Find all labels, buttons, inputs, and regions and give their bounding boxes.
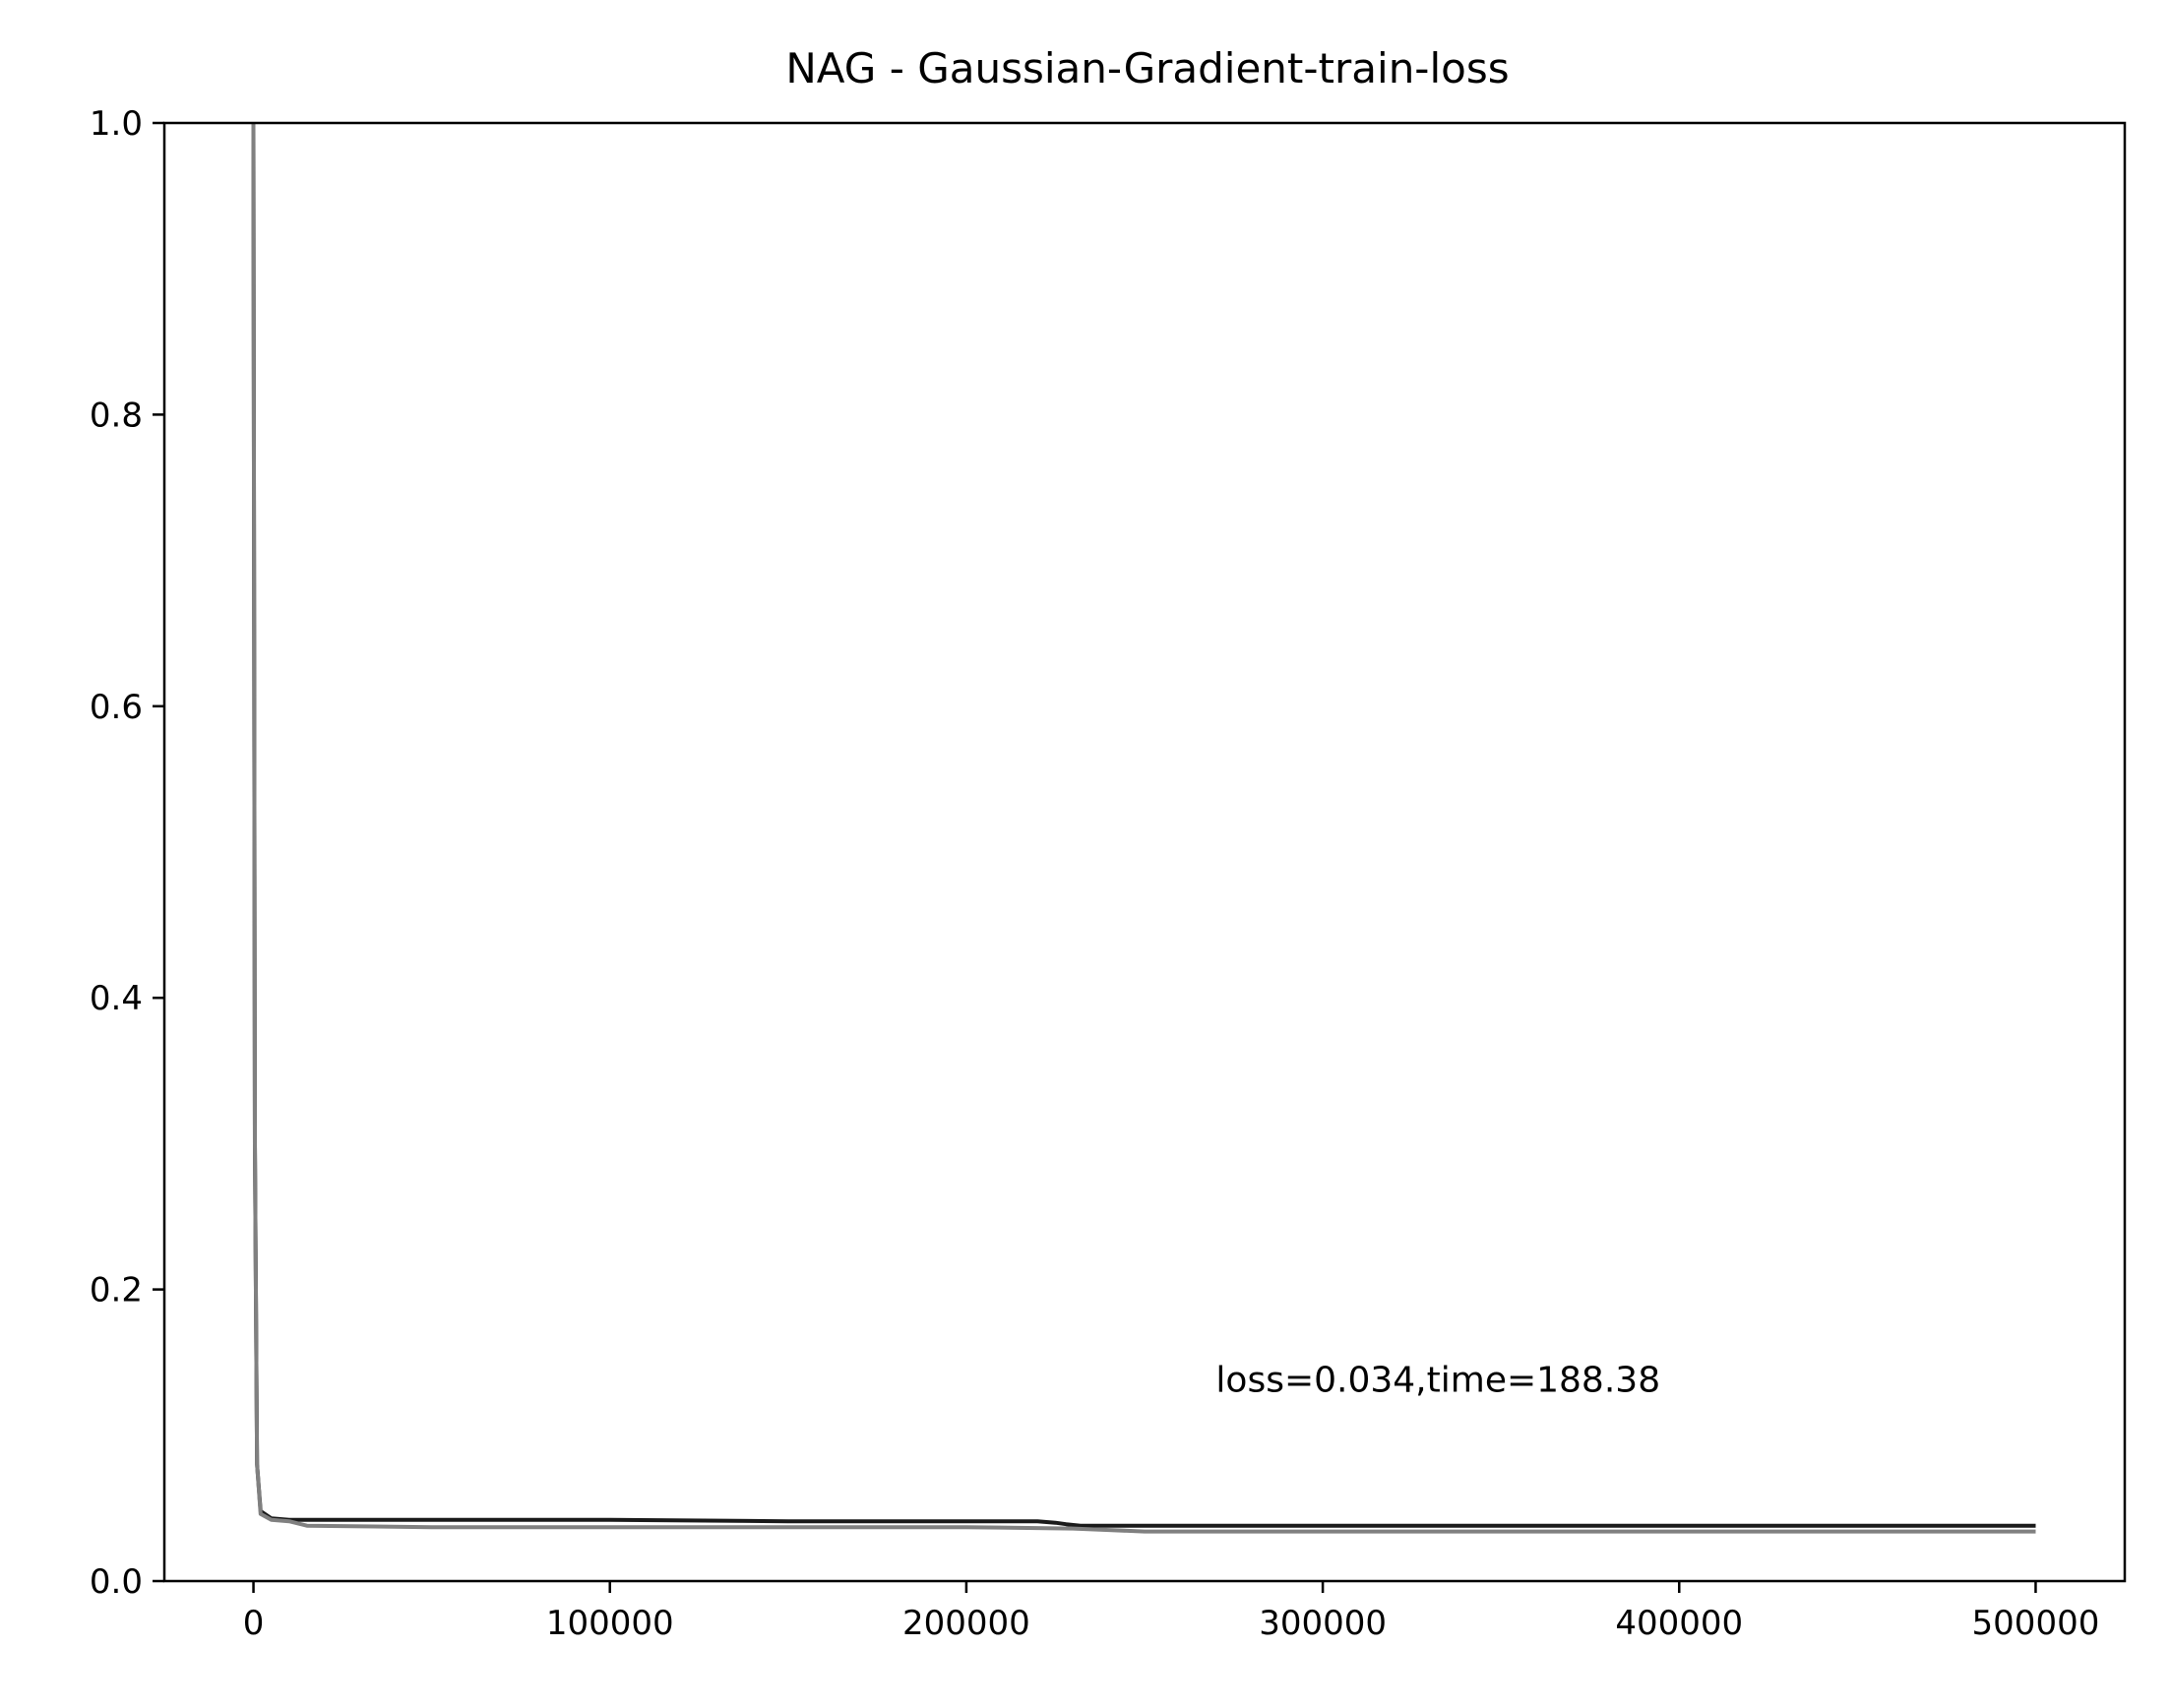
x-tick-label: 500000 <box>1972 1604 2100 1643</box>
y-tick-label: 0.2 <box>90 1271 143 1311</box>
x-tick-label: 100000 <box>546 1604 674 1643</box>
series-line-2 <box>251 123 2036 1534</box>
y-tick-label: 0.4 <box>90 979 143 1018</box>
x-tick-label: 300000 <box>1259 1604 1387 1643</box>
chart-annotation: loss=0.034,time=188.38 <box>1215 1360 1660 1400</box>
plot-frame <box>162 121 2127 1583</box>
x-tick-label: 0 <box>243 1604 265 1643</box>
x-tick-label: 200000 <box>902 1604 1030 1643</box>
y-tick-label: 1.0 <box>90 104 143 144</box>
y-tick-label: 0.8 <box>90 396 143 435</box>
series-line-1 <box>251 123 2036 1528</box>
x-tick-label: 400000 <box>1615 1604 1743 1643</box>
plot-area: 0 100000 200000 300000 400000 500000 0.0 0.2 0.4… <box>90 104 2127 1643</box>
chart-title: NAG - Gaussian-Gradient-train-loss <box>785 44 1509 92</box>
y-tick-label: 0.6 <box>90 688 143 727</box>
y-tick-label: 0.0 <box>90 1562 143 1602</box>
